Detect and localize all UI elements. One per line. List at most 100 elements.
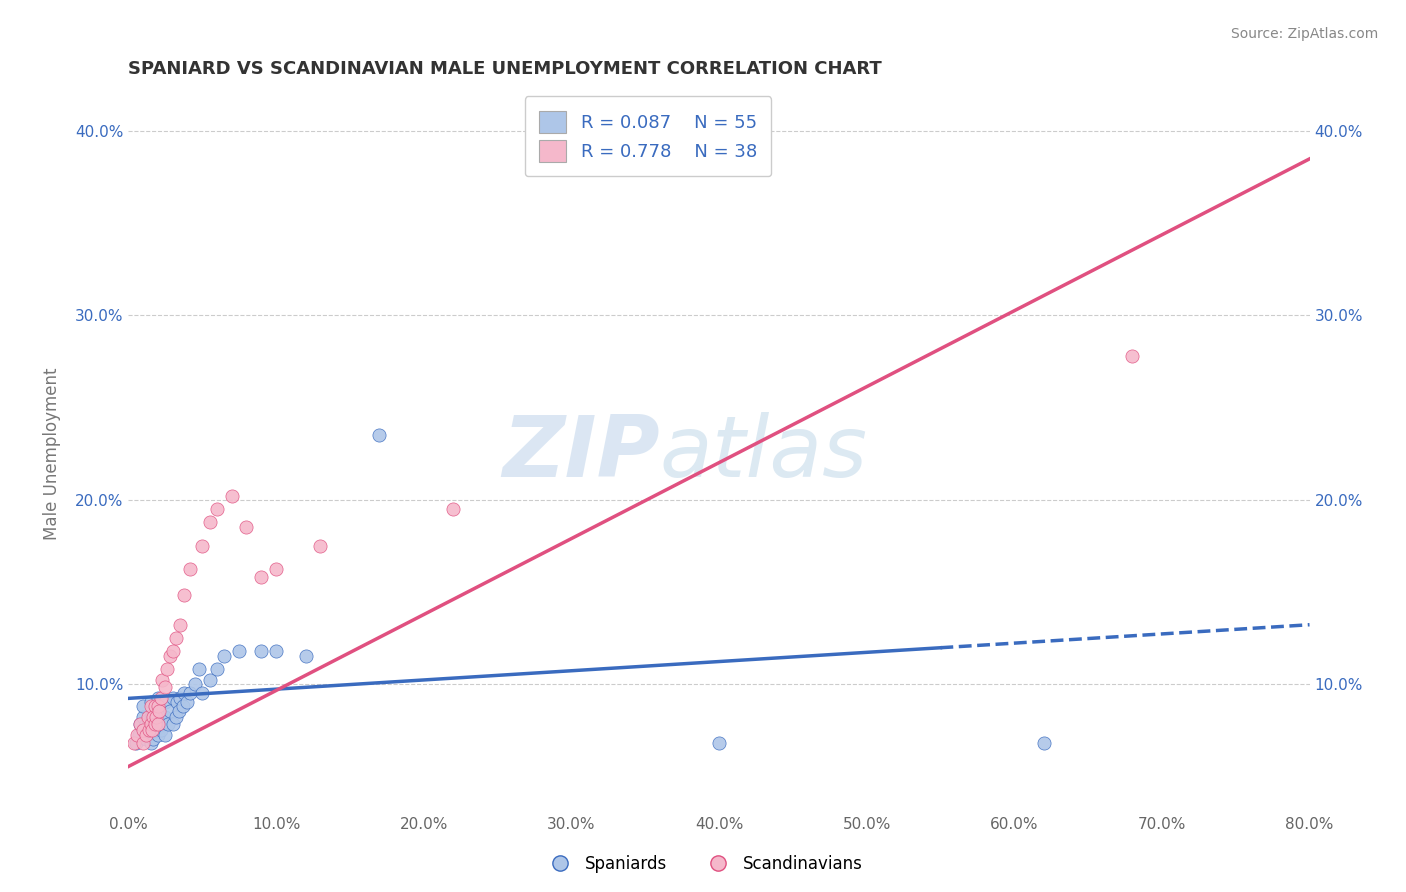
Point bbox=[191, 539, 214, 553]
Text: atlas: atlas bbox=[659, 412, 868, 495]
Point bbox=[149, 723, 172, 737]
Point bbox=[156, 662, 179, 676]
Point bbox=[149, 691, 172, 706]
Point bbox=[159, 704, 181, 718]
Point bbox=[155, 681, 177, 695]
Point bbox=[136, 728, 159, 742]
Point bbox=[143, 723, 166, 737]
Point bbox=[188, 662, 211, 676]
Point bbox=[146, 698, 169, 713]
Y-axis label: Male Unemployment: Male Unemployment bbox=[44, 368, 60, 540]
Point bbox=[146, 704, 169, 718]
Point bbox=[129, 717, 152, 731]
Point bbox=[139, 723, 162, 737]
Point bbox=[139, 698, 162, 713]
Point bbox=[141, 723, 163, 737]
Point bbox=[221, 489, 243, 503]
Legend: Spaniards, Scandinavians: Spaniards, Scandinavians bbox=[537, 848, 869, 880]
Point bbox=[294, 648, 316, 663]
Point bbox=[128, 728, 150, 742]
Point bbox=[1032, 735, 1054, 749]
Point bbox=[179, 686, 201, 700]
Point bbox=[132, 710, 155, 724]
Point bbox=[441, 501, 464, 516]
Point bbox=[139, 695, 162, 709]
Point bbox=[264, 562, 287, 576]
Point bbox=[139, 717, 162, 731]
Point bbox=[169, 691, 191, 706]
Point bbox=[143, 717, 166, 731]
Point bbox=[125, 735, 148, 749]
Point bbox=[150, 673, 173, 687]
Point bbox=[143, 710, 166, 724]
Point bbox=[165, 631, 187, 645]
Point bbox=[179, 562, 201, 576]
Point bbox=[155, 695, 177, 709]
Legend: R = 0.087    N = 55, R = 0.778    N = 38: R = 0.087 N = 55, R = 0.778 N = 38 bbox=[524, 96, 772, 177]
Point bbox=[139, 735, 162, 749]
Point bbox=[162, 643, 184, 657]
Point bbox=[146, 717, 169, 731]
Point bbox=[141, 723, 163, 737]
Point bbox=[214, 648, 236, 663]
Point bbox=[250, 570, 273, 584]
Point bbox=[264, 643, 287, 657]
Point bbox=[176, 695, 198, 709]
Point bbox=[157, 717, 180, 731]
Point bbox=[143, 698, 166, 713]
Point bbox=[146, 717, 169, 731]
Point bbox=[142, 710, 165, 724]
Point bbox=[135, 731, 157, 746]
Point bbox=[132, 735, 155, 749]
Point bbox=[198, 673, 221, 687]
Point bbox=[228, 643, 250, 657]
Text: ZIP: ZIP bbox=[502, 412, 659, 495]
Point bbox=[169, 617, 191, 632]
Point bbox=[146, 691, 169, 706]
Point bbox=[149, 710, 172, 724]
Text: Source: ZipAtlas.com: Source: ZipAtlas.com bbox=[1230, 27, 1378, 41]
Point bbox=[159, 648, 181, 663]
Point bbox=[139, 710, 162, 724]
Point bbox=[141, 710, 163, 724]
Point bbox=[172, 698, 194, 713]
Point bbox=[205, 501, 228, 516]
Point bbox=[129, 717, 152, 731]
Point bbox=[205, 662, 228, 676]
Point bbox=[127, 728, 149, 742]
Point bbox=[132, 723, 155, 737]
Point bbox=[135, 717, 157, 731]
Point bbox=[162, 691, 184, 706]
Point bbox=[142, 731, 165, 746]
Point bbox=[138, 723, 160, 737]
Point bbox=[146, 728, 169, 742]
Point bbox=[173, 588, 195, 602]
Point bbox=[184, 676, 207, 690]
Point bbox=[145, 710, 167, 724]
Point bbox=[191, 686, 214, 700]
Point bbox=[707, 735, 730, 749]
Point bbox=[309, 539, 332, 553]
Point bbox=[165, 710, 187, 724]
Point bbox=[368, 428, 391, 442]
Point bbox=[145, 723, 167, 737]
Point bbox=[150, 717, 173, 731]
Point bbox=[155, 710, 177, 724]
Point bbox=[173, 686, 195, 700]
Text: SPANIARD VS SCANDINAVIAN MALE UNEMPLOYMENT CORRELATION CHART: SPANIARD VS SCANDINAVIAN MALE UNEMPLOYME… bbox=[128, 60, 882, 78]
Point bbox=[250, 643, 273, 657]
Point bbox=[124, 735, 146, 749]
Point bbox=[198, 515, 221, 529]
Point bbox=[135, 728, 157, 742]
Point bbox=[148, 704, 170, 718]
Point bbox=[1121, 349, 1143, 363]
Point bbox=[136, 710, 159, 724]
Point bbox=[155, 728, 177, 742]
Point bbox=[162, 717, 184, 731]
Point bbox=[136, 714, 159, 728]
Point bbox=[132, 723, 155, 737]
Point bbox=[167, 704, 190, 718]
Point bbox=[235, 520, 257, 534]
Point bbox=[166, 695, 188, 709]
Point bbox=[132, 698, 155, 713]
